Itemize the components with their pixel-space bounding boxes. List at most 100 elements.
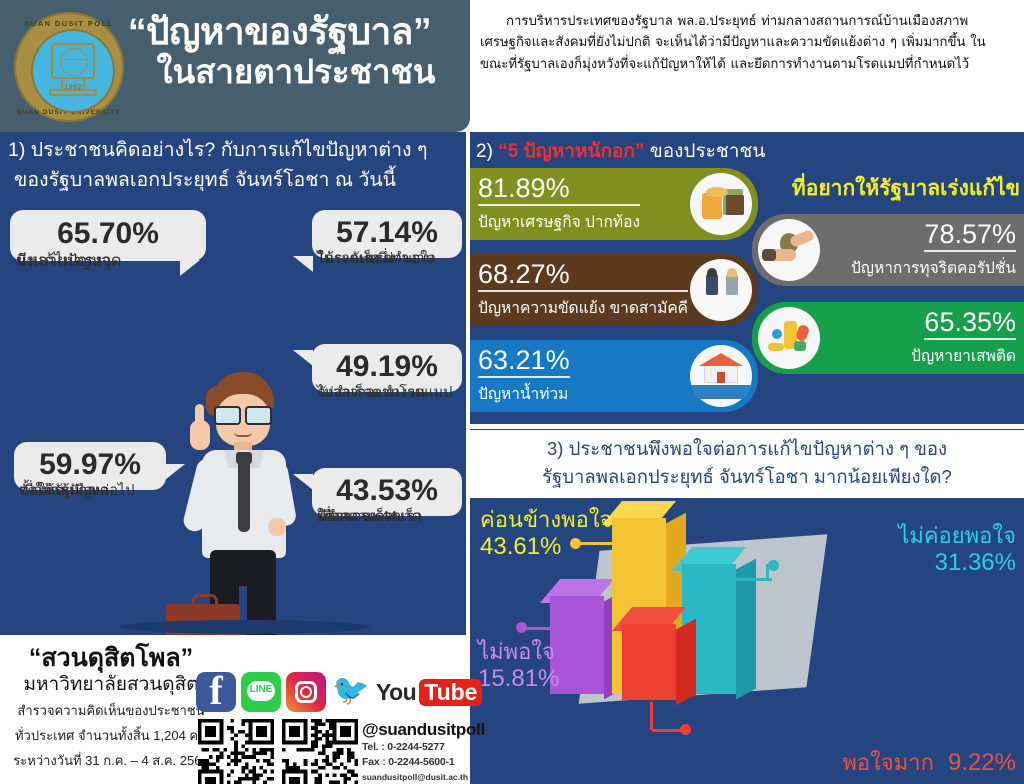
chart-bar-very-satisfied xyxy=(611,607,696,706)
section-2-title: 2) “5 ปัญหาหนักอก” ของประชาชน xyxy=(476,136,765,166)
flood-icon xyxy=(690,345,752,407)
qr-code-facebook[interactable] xyxy=(198,719,274,784)
page-title: “ปัญหาของรัฐบาล” ในสายตาประชาชน xyxy=(128,11,464,91)
footer-survey-desc-3: ระหว่างวันที่ 31 ก.ค. – 4 ส.ค. 2560 xyxy=(13,753,209,769)
stat-bubble-4: 59.97% ขอให้รัฐบาล ตั้งใจแก้ปัญหา เพื่อบ… xyxy=(14,442,185,499)
problem-bar-corruption-value: 78.57% xyxy=(924,220,1016,252)
stat-bubble-2: 57.14% ในระยะแรกทำงาน ได้รวดเร็ว น่าพอใจ… xyxy=(293,210,462,272)
chart-label-very-satisfied-value: 9.22% xyxy=(947,749,1016,776)
stat-bubble-3-line-2: ไม่สำเร็จตามโรดแมป xyxy=(317,384,453,401)
problem-bar-flood: 63.21% ปัญหาน้ำท่วม xyxy=(470,340,758,412)
stat-bubble-5-value: 43.53% xyxy=(336,474,438,507)
section-3-title: 3) ประชาชนพึงพอใจต่อการแก้ไขปัญหาต่าง ๆ … xyxy=(470,430,1024,491)
chart-label-quite-satisfied-name: ค่อนข้างพอใจ xyxy=(480,507,613,532)
footer-survey-desc-2: ทั่วประเทศ จำนวนทั้งสิ้น 1,204 คน xyxy=(14,728,208,744)
bubble-tail xyxy=(293,255,313,272)
footer-brand-name: “สวนดุสิตโพล” xyxy=(28,644,194,672)
logo-emblem: 1992 xyxy=(31,29,115,113)
section-1-panel: 1) ประชาชนคิดอย่างไร? กับการแก้ไขปัญหาต่… xyxy=(0,132,466,659)
section-1-title-line-2: ของรัฐบาลพลเอกประยุทธ์ จันทร์โอชา ณ วันน… xyxy=(14,168,396,191)
problem-bar-economy-value: 81.89% xyxy=(478,174,640,206)
logo-base xyxy=(49,89,97,96)
youtube-tube-text: Tube xyxy=(419,678,483,706)
title-line-1: “ปัญหาของรัฐบาล” xyxy=(128,11,431,52)
problem-bar-economy-label: ปัญหาเศรษฐกิจ ปากท้อง xyxy=(478,213,640,231)
stat-bubble-5: 43.53% มีอำนาจเด็ดขาด ใช้มาตรา 44 เพื่อค… xyxy=(293,468,462,525)
social-icons-row: LINE 🐦 You Tube xyxy=(196,667,483,714)
contact-tel: Tel. : 0-2244-5277 xyxy=(362,740,445,753)
contact-email: suandusitpoll@dusit.ac.th xyxy=(362,772,469,783)
horizontal-divider xyxy=(470,424,1024,429)
logo-year: 1992 xyxy=(64,84,82,91)
section-2-title-highlight: “5 ปัญหาหนักอก” xyxy=(498,141,645,162)
conflict-icon xyxy=(690,259,752,321)
problem-bar-drugs-label: ปัญหายาเสพติด xyxy=(911,347,1016,365)
header-title-block: SUAN DUSIT POLL SUAN DUSIT UNIVERSITY 19… xyxy=(0,0,470,132)
twitter-icon[interactable]: 🐦 xyxy=(331,672,371,712)
intro-paragraph-block: การบริหารประเทศของรัฐบาล พล.อ.ประยุทธ์ ท… xyxy=(474,4,1020,130)
chart-label-very-satisfied-name: พอใจมาก xyxy=(842,750,934,775)
intro-paragraph: การบริหารประเทศของรัฐบาล พล.อ.ประยุทธ์ ท… xyxy=(480,13,986,71)
chart-label-not-very-satisfied: ไม่ค่อยพอใจ 31.36% xyxy=(898,523,1016,578)
satisfaction-chart: ค่อนข้างพอใจ 43.61% ไม่ค่อยพอใจ 31.36% ไ… xyxy=(470,498,1024,784)
chart-label-quite-satisfied: ค่อนข้างพอใจ 43.61% xyxy=(480,507,613,562)
header: SUAN DUSIT POLL SUAN DUSIT UNIVERSITY 19… xyxy=(0,0,1024,132)
stat-bubble-5-line-3: เพื่อความรวดเร็ว xyxy=(317,508,422,525)
problem-bar-conflict: 68.27% ปัญหาความขัดแย้ง ขาดสามัคคี xyxy=(470,254,758,326)
money-icon xyxy=(690,173,752,235)
section-2-title-prefix: 2) xyxy=(476,141,499,162)
bubble-tail xyxy=(293,474,313,490)
vertical-divider xyxy=(466,132,470,635)
problem-bar-flood-value: 63.21% xyxy=(478,346,570,378)
line-icon[interactable]: LINE xyxy=(241,672,281,712)
stat-bubble-3-value: 49.19% xyxy=(336,350,438,383)
qr-code-line[interactable] xyxy=(282,719,358,784)
problem-bar-corruption: 78.57% ปัญหาการทุจริตคอรัปชั่น xyxy=(752,214,1024,286)
footer-university-name: มหาวิทยาลัยสวนดุสิต xyxy=(23,673,199,695)
problem-bar-flood-label: ปัญหาน้ำท่วม xyxy=(478,385,569,403)
footer-contact: @suandusitpoll Tel. : 0-2244-5277 Fax : … xyxy=(362,720,485,784)
bubble-tail xyxy=(293,350,313,366)
stat-bubble-4-line-3: เพื่อบ้านเมืองต่อไป xyxy=(19,482,135,499)
globe-icon xyxy=(51,43,95,79)
footer-survey-desc-1: สำรวจความคิดเห็นของประชาชน xyxy=(17,703,205,719)
section-3-title-line-2: รัฐบาลพลเอกประยุทธ์ จันทร์โอชา มากน้อยเพ… xyxy=(542,465,952,487)
logo-text-top: SUAN DUSIT POLL xyxy=(24,19,114,28)
chart-bar-not-satisfied xyxy=(539,579,624,700)
footer: “สวนดุสิตโพล” มหาวิทยาลัยสวนดุสิต สำรวจค… xyxy=(0,635,485,784)
glasses-icon xyxy=(214,406,272,425)
section-2-3-panel: 2) “5 ปัญหาหนักอก” ของประชาชน ที่อยากให้… xyxy=(470,132,1024,784)
stat-bubble-1-line-2: ยังแก้ไม่ตรงจุด xyxy=(16,251,122,270)
social-handle: @suandusitpoll xyxy=(362,720,485,739)
youtube-icon[interactable]: You Tube xyxy=(376,675,483,709)
problem-bar-economy: 81.89% ปัญหาเศรษฐกิจ ปากท้อง xyxy=(470,168,758,240)
chart-label-not-satisfied-name: ไม่พอใจ xyxy=(478,639,555,664)
problem-bar-corruption-label: ปัญหาการทุจริตคอรัปชั่น xyxy=(850,259,1016,277)
problem-bar-conflict-label: ปัญหาความขัดแย้ง ขาดสามัคคี xyxy=(478,299,689,317)
stat-bubble-1-value: 65.70% xyxy=(57,217,159,250)
contact-fax: Fax : 0-2244-5600-1 xyxy=(362,756,455,769)
chart-label-not-satisfied-value: 15.81% xyxy=(478,665,560,693)
chart-label-very-satisfied: พอใจมาก 9.22% xyxy=(842,748,1016,778)
suan-dusit-poll-logo: SUAN DUSIT POLL SUAN DUSIT UNIVERSITY 19… xyxy=(10,8,128,126)
facebook-icon[interactable] xyxy=(196,667,236,714)
stat-bubble-4-value: 59.97% xyxy=(39,448,141,481)
section-3-title-block: 3) ประชาชนพึงพอใจต่อการแก้ไขปัญหาต่าง ๆ … xyxy=(470,430,1024,498)
chart-label-not-very-satisfied-value: 31.36% xyxy=(934,549,1016,577)
section-3-title-line-1: 3) ประชาชนพึงพอใจต่อการแก้ไขปัญหาต่าง ๆ … xyxy=(546,438,948,459)
youtube-you-text: You xyxy=(376,678,417,705)
stat-bubble-3: 49.19% กังวลว่าจะทำงาน ไม่สำเร็จตามโรดแม… xyxy=(293,344,462,401)
corruption-icon xyxy=(758,219,820,281)
footer-brand: “สวนดุสิตโพล” มหาวิทยาลัยสวนดุสิต สำรวจค… xyxy=(6,644,216,771)
problem-bar-drugs: 65.35% ปัญหายาเสพติด xyxy=(752,302,1024,374)
chart-label-not-very-satisfied-name: ไม่ค่อยพอใจ xyxy=(898,523,1016,548)
chart-label-quite-satisfied-value: 43.61% xyxy=(480,533,562,561)
ground-shadow xyxy=(120,620,370,634)
logo-ring: SUAN DUSIT POLL SUAN DUSIT UNIVERSITY 19… xyxy=(14,12,124,122)
title-line-2: ในสายตาประชาชน xyxy=(156,52,436,90)
section-1-title-line-1: 1) ประชาชนคิดอย่างไร? กับการแก้ไขปัญหาต่… xyxy=(8,139,428,161)
instagram-icon[interactable] xyxy=(286,672,326,712)
stat-bubble-1: 65.70% มีหลายปัญหา ยังแก้ไม่ตรงจุด xyxy=(10,210,206,276)
line-icon-label: LINE xyxy=(249,684,273,695)
